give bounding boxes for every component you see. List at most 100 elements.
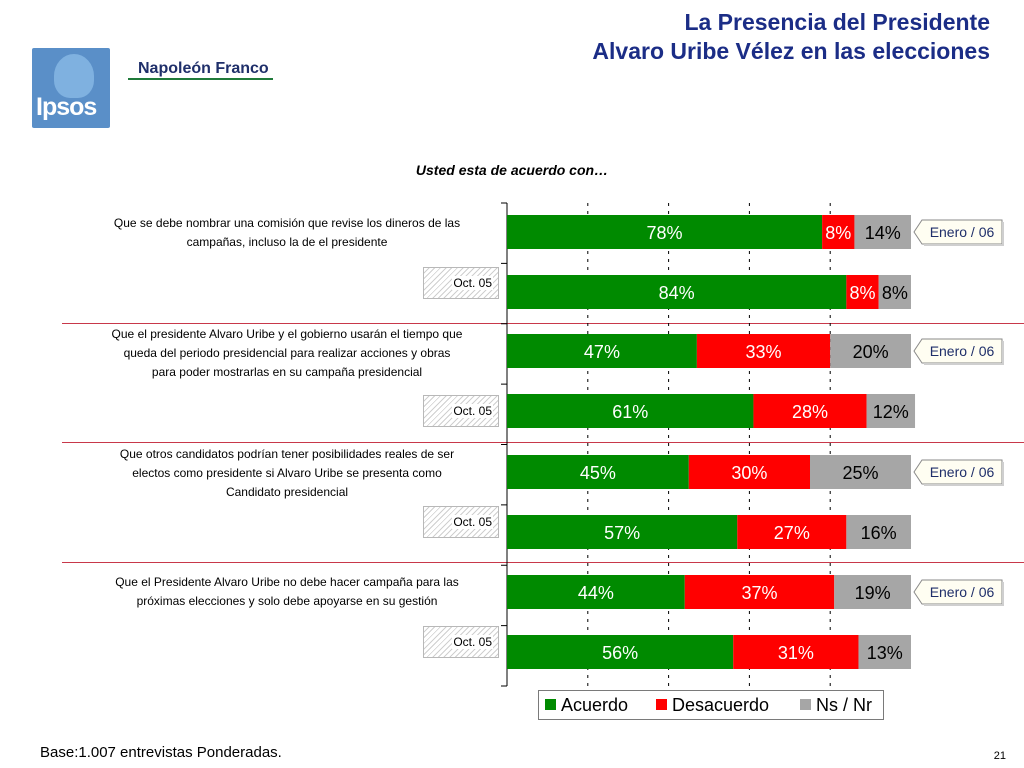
data-label: 78% — [647, 223, 683, 243]
question-line: queda del periodo presidencial para real… — [123, 346, 451, 360]
bar-desacuerdo-oct — [737, 515, 847, 549]
bar-acuerdo-enero — [507, 575, 685, 609]
data-label: 13% — [867, 643, 903, 663]
data-label: 8% — [850, 283, 876, 303]
bar-acuerdo-enero — [507, 334, 697, 368]
legend-swatch — [545, 699, 556, 710]
group-separator — [62, 562, 1024, 563]
oct-label-box-2: Oct. 05 — [423, 395, 499, 427]
ipsos-logo: Ipsos — [32, 48, 110, 128]
period-badge-enero: Enero / 06 — [912, 218, 1004, 246]
bar-desacuerdo-enero — [696, 334, 831, 368]
question-label-3: Que otros candidatos podrían tener posib… — [80, 445, 494, 502]
data-label: 27% — [774, 523, 810, 543]
group-separator — [62, 323, 1024, 324]
badge-label: Enero / 06 — [929, 584, 995, 600]
bar-acuerdo-oct — [507, 275, 847, 309]
bar-desacuerdo-oct — [733, 635, 859, 669]
logo-text: Ipsos — [36, 93, 97, 121]
oct-label-box-3: Oct. 05 — [423, 506, 499, 538]
legend-label: Ns / Nr — [816, 695, 872, 715]
question-line: campañas, incluso la de el presidente — [186, 235, 388, 249]
period-badge-enero: Enero / 06 — [912, 578, 1004, 606]
bar-desacuerdo-enero — [822, 215, 855, 249]
legend-item-nsnr: Ns / Nr — [800, 695, 872, 715]
bar-nsnr-oct — [866, 394, 916, 428]
badge-label: Enero / 06 — [929, 343, 995, 359]
badge-label: Enero / 06 — [929, 224, 995, 240]
title-line-1: La Presencia del Presidente — [684, 9, 990, 35]
bar-nsnr-enero — [854, 215, 911, 249]
badge-shape — [913, 579, 1004, 606]
question-line: Candidato presidencial — [225, 485, 349, 499]
data-label: 20% — [853, 342, 889, 362]
bar-acuerdo-oct — [507, 515, 738, 549]
question-label-1: Que se debe nombrar una comisión que rev… — [80, 214, 494, 252]
legend-swatch — [800, 699, 811, 710]
data-label: 84% — [659, 283, 695, 303]
bar-nsnr-enero — [830, 334, 911, 368]
leaf-icon — [54, 54, 94, 98]
footer-base: Base:1.007 entrevistas Ponderadas. — [40, 744, 282, 761]
data-label: 12% — [873, 402, 909, 422]
oct-label: Oct. 05 — [452, 635, 493, 649]
oct-label-box-4: Oct. 05 — [423, 626, 499, 658]
question-line: próximas elecciones y solo debe apoyarse… — [136, 594, 438, 608]
bar-nsnr-oct — [858, 635, 911, 669]
data-label: 57% — [604, 523, 640, 543]
title-line-2: Alvaro Uribe Vélez en las elecciones — [592, 38, 990, 64]
brand-underline — [128, 78, 273, 80]
legend-item-acuerdo: Acuerdo — [545, 695, 628, 715]
data-label: 8% — [882, 283, 908, 303]
period-badge-enero: Enero / 06 — [912, 458, 1004, 486]
bar-desacuerdo-oct — [846, 275, 879, 309]
bar-acuerdo-oct — [507, 635, 734, 669]
bar-desacuerdo-enero — [688, 455, 810, 489]
data-label: 31% — [778, 643, 814, 663]
page-number: 21 — [993, 750, 1006, 762]
data-label: 16% — [861, 523, 897, 543]
data-label: 25% — [842, 463, 878, 483]
data-label: 61% — [612, 402, 648, 422]
legend-label: Desacuerdo — [672, 695, 770, 715]
bar-nsnr-oct — [846, 515, 911, 549]
data-label: 37% — [741, 583, 777, 603]
question-label-4: Que el Presidente Alvaro Uribe no debe h… — [80, 573, 494, 611]
bar-nsnr-enero — [834, 575, 911, 609]
question-line: para poder mostrarlas en su campaña pres… — [151, 365, 423, 379]
data-label: 19% — [855, 583, 891, 603]
bar-nsnr-oct — [878, 275, 911, 309]
page-title: La Presencia del Presidente Alvaro Uribe… — [592, 8, 990, 66]
question-line: electos como presidente si Alvaro Uribe … — [132, 466, 442, 480]
oct-label: Oct. 05 — [452, 515, 493, 529]
chart-legend: Acuerdo Desacuerdo Ns / Nr — [538, 690, 884, 720]
bar-acuerdo-oct — [507, 394, 754, 428]
data-label: 56% — [602, 643, 638, 663]
data-label: 47% — [584, 342, 620, 362]
oct-label: Oct. 05 — [452, 276, 493, 290]
question-label-2: Que el presidente Alvaro Uribe y el gobi… — [80, 325, 494, 382]
data-label: 28% — [792, 402, 828, 422]
legend-item-desacuerdo: Desacuerdo — [656, 695, 769, 715]
badge-shape — [913, 459, 1004, 486]
brand-name: Napoleón Franco — [138, 60, 269, 77]
data-label: 14% — [865, 223, 901, 243]
bar-nsnr-enero — [810, 455, 911, 489]
legend-label: Acuerdo — [561, 695, 629, 715]
question-line: Que el Presidente Alvaro Uribe no debe h… — [115, 575, 459, 589]
question-line: Que el presidente Alvaro Uribe y el gobi… — [111, 327, 463, 341]
badge-shape — [913, 338, 1004, 365]
question-line: Que se debe nombrar una comisión que rev… — [113, 216, 461, 230]
chart-title: Usted esta de acuerdo con… — [415, 162, 609, 178]
badge-label: Enero / 06 — [929, 464, 995, 480]
period-badge-enero: Enero / 06 — [912, 337, 1004, 365]
oct-label: Oct. 05 — [452, 404, 493, 418]
question-line: Que otros candidatos podrían tener posib… — [119, 447, 455, 461]
bar-acuerdo-enero — [507, 215, 823, 249]
bar-acuerdo-enero — [507, 455, 689, 489]
data-label: 8% — [825, 223, 851, 243]
legend-swatch — [656, 699, 667, 710]
bar-desacuerdo-oct — [753, 394, 867, 428]
data-label: 33% — [746, 342, 782, 362]
